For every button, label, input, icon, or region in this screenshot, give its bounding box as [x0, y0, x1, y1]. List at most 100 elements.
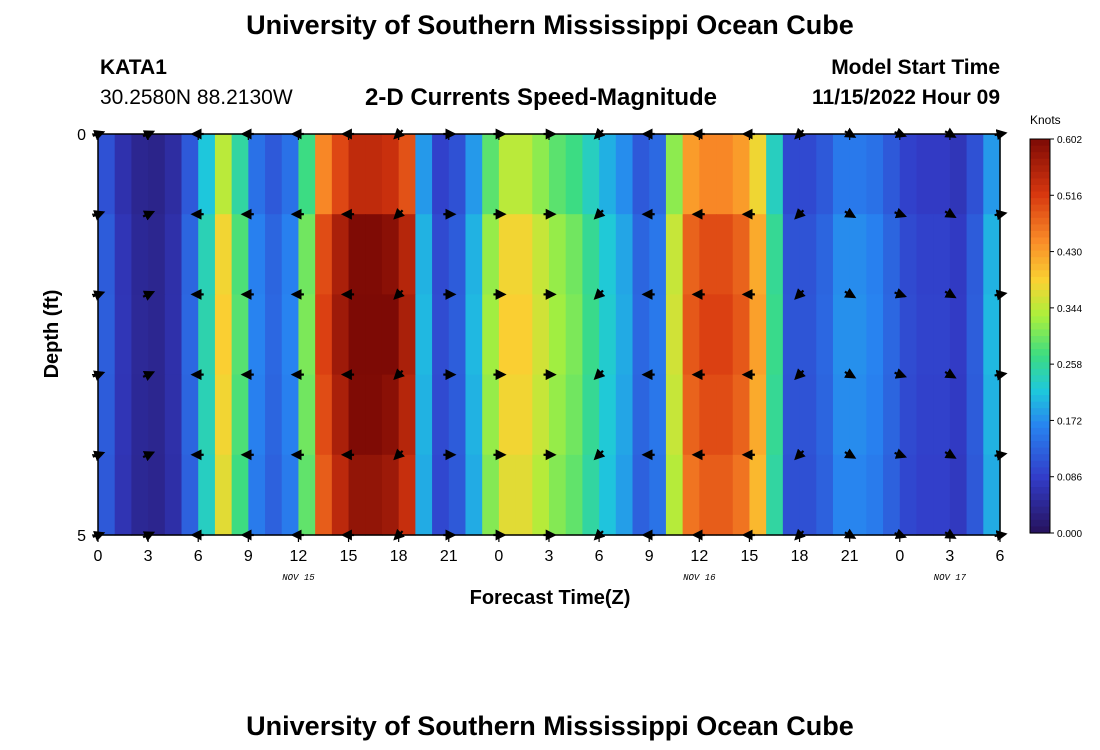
- heatmap-cell: [465, 374, 483, 456]
- heatmap-cell: [766, 374, 784, 456]
- heatmap-cell: [799, 294, 817, 376]
- colorbar-segment: [1030, 342, 1050, 350]
- heatmap-cell: [331, 454, 350, 536]
- heatmap-cell: [214, 134, 233, 215]
- station-coordinates: 30.2580N 88.2130W: [100, 86, 293, 109]
- current-arrow: [894, 448, 907, 459]
- heatmap-cell: [649, 374, 667, 456]
- colorbar-segment: [1030, 224, 1050, 232]
- heatmap-cell: [732, 454, 751, 536]
- heatmap-cell: [398, 294, 416, 376]
- colorbar-segment: [1030, 487, 1050, 495]
- heatmap-cell: [949, 294, 968, 376]
- heatmap-cell: [198, 294, 216, 376]
- colorbar-tick-label: 0.602: [1057, 135, 1082, 146]
- heatmap-cell: [549, 454, 567, 536]
- heatmap-cell: [582, 294, 600, 376]
- colorbar-segment: [1030, 178, 1050, 186]
- current-arrow: [894, 288, 907, 299]
- heatmap-cell: [131, 454, 149, 536]
- heatmap-cell: [181, 134, 199, 215]
- heatmap-cell: [782, 214, 801, 295]
- heatmap-cell: [582, 454, 600, 536]
- heatmap-cell: [348, 214, 366, 295]
- heatmap-cell: [198, 134, 216, 215]
- heatmap-cell: [766, 214, 784, 295]
- heatmap-cell: [164, 134, 183, 215]
- heatmap-cell: [782, 294, 801, 376]
- date-label: NOV 17: [934, 573, 967, 583]
- y-axis-label: Depth (ft): [41, 290, 63, 379]
- heatmap-cell: [665, 374, 684, 456]
- heatmap-cell: [315, 454, 333, 536]
- y-axis: 05: [77, 127, 98, 545]
- current-arrow: [593, 448, 606, 461]
- heatmap-cell: [532, 134, 550, 215]
- x-tick-label: 6: [996, 548, 1005, 565]
- heatmap-cell: [298, 214, 316, 295]
- y-tick-label: 0: [77, 127, 86, 144]
- heatmap-cell: [248, 214, 266, 295]
- heatmap-cell: [766, 454, 784, 536]
- heatmap-cell: [515, 374, 533, 456]
- x-tick-label: 6: [194, 548, 203, 565]
- colorbar-segment: [1030, 158, 1050, 166]
- colorbar-segment: [1030, 198, 1050, 206]
- heatmap-cell: [899, 134, 918, 215]
- heatmap-cell: [265, 214, 283, 295]
- colorbar-segment: [1030, 276, 1050, 285]
- colorbar-segment: [1030, 375, 1050, 383]
- colorbar-segment: [1030, 427, 1050, 436]
- heatmap-cell: [599, 214, 617, 295]
- heatmap-cell: [248, 454, 266, 536]
- heatmap-cell: [749, 374, 767, 456]
- heatmap-cell: [164, 374, 183, 456]
- heatmap-cell: [816, 134, 834, 215]
- heatmap-cell: [348, 374, 366, 456]
- heatmap-cell: [131, 374, 149, 456]
- heatmap-cell: [749, 214, 767, 295]
- heatmap-cell: [98, 294, 116, 376]
- heatmap-cell: [448, 454, 467, 536]
- heatmap-cell: [599, 374, 617, 456]
- heatmap-cell: [966, 374, 984, 456]
- heatmap-cell: [933, 214, 951, 295]
- heatmap-cell: [582, 374, 600, 456]
- heatmap-cell: [415, 134, 433, 215]
- heatmap-cell: [816, 374, 834, 456]
- heatmap-cell: [98, 134, 116, 215]
- heatmap-cell: [398, 214, 416, 295]
- heatmap-cell: [665, 454, 684, 536]
- heatmap-cell: [983, 374, 1001, 456]
- heatmap-cell: [498, 214, 517, 295]
- heatmap-cell: [549, 134, 567, 215]
- date-label: NOV 15: [282, 573, 315, 583]
- colorbar-segment: [1030, 237, 1050, 245]
- heatmap-cell: [281, 374, 300, 456]
- current-arrow: [142, 290, 156, 301]
- heatmap-cell: [348, 454, 366, 536]
- colorbar-segment: [1030, 381, 1050, 390]
- heatmap-cell: [732, 374, 751, 456]
- heatmap-cell: [114, 214, 132, 295]
- heatmap-cell: [231, 454, 249, 536]
- heatmap-cell: [532, 374, 550, 456]
- heatmap-cell: [832, 454, 851, 536]
- heatmap-cell: [331, 134, 350, 215]
- heatmap-cell: [866, 294, 884, 376]
- heatmap-cell: [866, 374, 884, 456]
- heatmap-cell: [98, 214, 116, 295]
- heatmap-cell: [465, 134, 483, 215]
- chart-title: University of Southern Mississippi Ocean…: [246, 10, 854, 40]
- heatmap-cell: [582, 214, 600, 295]
- colorbar-segment: [1030, 414, 1050, 422]
- heatmap-cell: [114, 374, 132, 456]
- heatmap-cell: [131, 214, 149, 295]
- heatmap-cell: [148, 454, 166, 536]
- heatmap-cell: [933, 374, 951, 456]
- heatmap-cell: [682, 454, 700, 536]
- colorbar-segment: [1030, 257, 1050, 265]
- colorbar-segment: [1030, 421, 1050, 429]
- colorbar-segment: [1030, 408, 1050, 416]
- heatmap-cell: [832, 374, 851, 456]
